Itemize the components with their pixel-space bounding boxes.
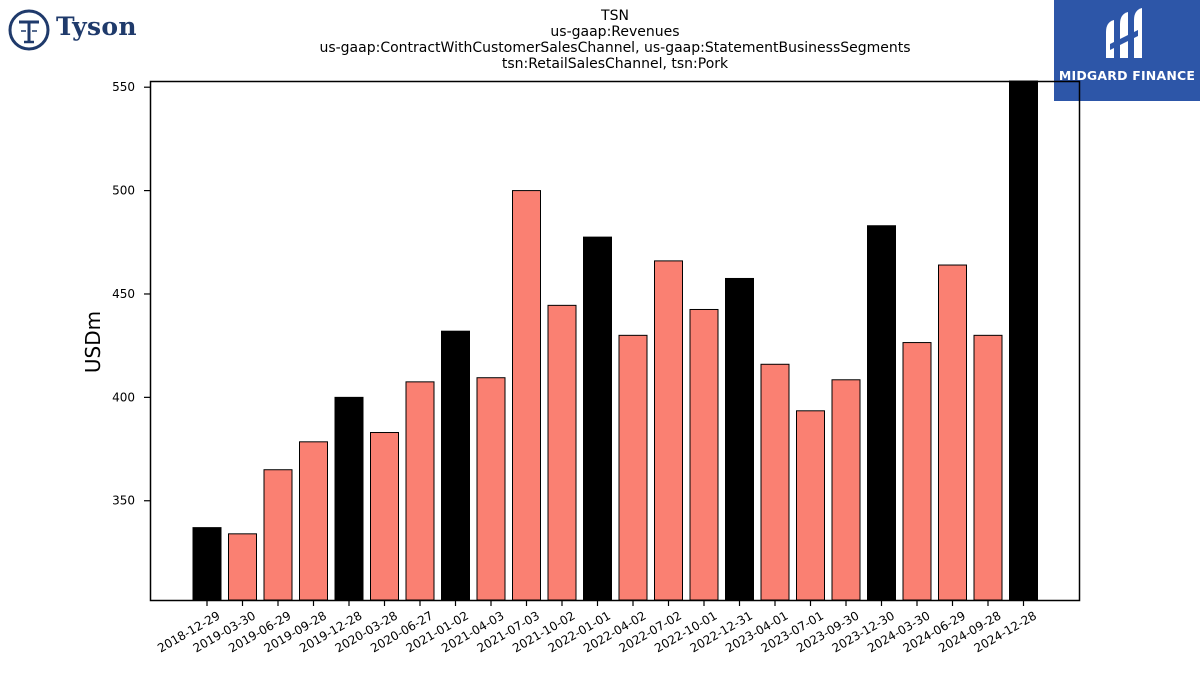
bar-2024-12-28 bbox=[1009, 80, 1038, 601]
bar-2023-12-30 bbox=[867, 225, 896, 601]
y-axis-ticks: 350 400 450 500 550 bbox=[112, 80, 150, 508]
chart-title: TSN us-gaap:Revenues us-gaap:ContractWit… bbox=[319, 8, 910, 72]
bar-2021-10-02 bbox=[547, 304, 577, 601]
bar-2022-07-02 bbox=[654, 260, 683, 601]
chart-title-line-3: us-gaap:ContractWithCustomerSalesChannel… bbox=[319, 40, 910, 56]
bar-2024-09-28 bbox=[973, 334, 1003, 601]
bar-2024-06-29 bbox=[938, 264, 967, 601]
bar-2023-09-30 bbox=[831, 379, 861, 601]
chart-title-line-4: tsn:RetailSalesChannel, tsn:Pork bbox=[502, 56, 729, 72]
bar-2022-12-31 bbox=[725, 277, 754, 601]
bar-series bbox=[192, 80, 1038, 601]
bar-2023-04-01 bbox=[760, 363, 790, 601]
chart-title-line-2: us-gaap:Revenues bbox=[550, 24, 679, 40]
y-tick-label: 350 bbox=[112, 494, 135, 508]
bar-2018-12-29 bbox=[192, 527, 222, 601]
tyson-logo bbox=[6, 6, 146, 54]
bar-2021-04-03 bbox=[476, 377, 506, 601]
y-tick-label: 450 bbox=[112, 287, 135, 301]
bar-2020-06-27 bbox=[405, 381, 435, 601]
plot-frame bbox=[149, 80, 1081, 602]
bar-2021-01-02 bbox=[441, 330, 470, 601]
y-axis-label: USDm bbox=[81, 311, 105, 373]
bar-2019-06-29 bbox=[263, 469, 293, 601]
bar-2023-07-01 bbox=[796, 410, 825, 601]
midgard-finance-logo: MIDGARD FINANCE bbox=[1054, 0, 1200, 101]
bar-2019-09-28 bbox=[299, 441, 328, 601]
bar-2020-03-28 bbox=[370, 432, 399, 601]
bar-2021-07-03 bbox=[512, 190, 541, 601]
bar-2024-03-30 bbox=[902, 342, 932, 601]
bar-2022-10-01 bbox=[689, 308, 719, 601]
bar-2019-12-28 bbox=[334, 396, 364, 601]
bar-2019-03-30 bbox=[228, 533, 257, 601]
midgard-finance-wordmark: MIDGARD FINANCE bbox=[1058, 68, 1196, 83]
y-tick-label: 500 bbox=[112, 184, 135, 198]
tyson-emblem-icon bbox=[8, 9, 50, 51]
bar-2022-01-01 bbox=[583, 236, 612, 601]
chart-title-line-1: TSN bbox=[600, 8, 629, 24]
midgard-emblem-icon bbox=[1106, 8, 1142, 58]
y-tick-label: 550 bbox=[112, 80, 135, 94]
bar-2022-04-02 bbox=[618, 334, 648, 601]
x-axis-ticks: 2018-12-292019-03-302019-06-292019-09-28… bbox=[155, 600, 1039, 655]
tyson-logo-wordmark: Tyson bbox=[56, 12, 137, 41]
y-tick-label: 400 bbox=[112, 390, 135, 404]
